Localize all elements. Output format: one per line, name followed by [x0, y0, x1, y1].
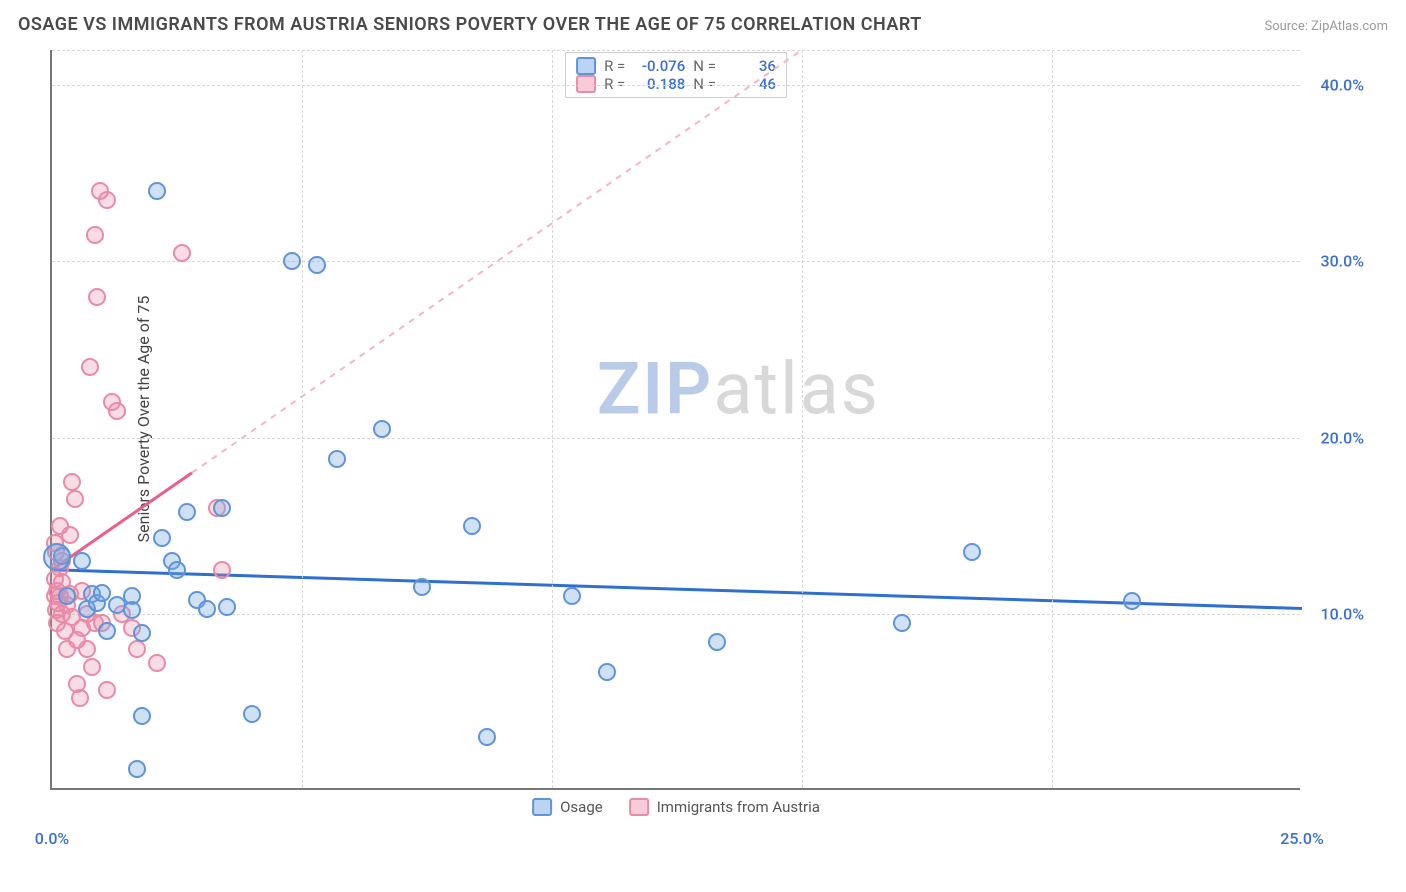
- legend-label-austria: Immigrants from Austria: [657, 798, 820, 816]
- gridline-h: [52, 50, 1300, 51]
- y-tick-label: 40.0%: [1320, 76, 1364, 95]
- scatter-point-osage: [963, 543, 981, 561]
- scatter-point-osage: [463, 517, 481, 535]
- legend-swatch-austria: [576, 75, 596, 93]
- scatter-point-osage: [1123, 592, 1141, 610]
- legend-swatch-osage: [532, 798, 552, 816]
- gridline-v: [1052, 50, 1053, 788]
- y-tick-label: 20.0%: [1320, 428, 1364, 447]
- scatter-point-osage: [478, 728, 496, 746]
- gridline-h: [52, 438, 1300, 439]
- y-tick-label: 10.0%: [1320, 604, 1364, 623]
- scatter-point-austria: [83, 658, 101, 676]
- x-tick-label: 25.0%: [1280, 829, 1324, 848]
- scatter-point-osage: [328, 450, 346, 468]
- scatter-point-osage: [178, 503, 196, 521]
- scatter-point-osage: [58, 587, 76, 605]
- scatter-point-austria: [213, 561, 231, 579]
- r-label: R =: [604, 75, 625, 93]
- scatter-point-austria: [128, 640, 146, 658]
- gridline-v: [302, 50, 303, 788]
- y-axis-title: Seniors Poverty Over the Age of 75: [134, 296, 153, 543]
- watermark-rest: atlas: [713, 347, 880, 432]
- scatter-point-osage: [218, 598, 236, 616]
- scatter-point-osage: [198, 600, 216, 618]
- n-value-austria: 46: [724, 75, 776, 93]
- series-legend-item: Immigrants from Austria: [629, 798, 820, 816]
- scatter-point-osage: [128, 760, 146, 778]
- watermark-brand: ZIP: [597, 347, 713, 432]
- scatter-point-osage: [243, 705, 261, 723]
- scatter-point-highlight: [43, 543, 71, 571]
- gridline-v: [802, 50, 803, 788]
- scatter-point-austria: [81, 358, 99, 376]
- series-legend-item: Osage: [532, 798, 603, 816]
- scatter-point-austria: [88, 288, 106, 306]
- scatter-point-osage: [283, 252, 301, 270]
- n-label: N =: [693, 75, 716, 93]
- scatter-point-austria: [63, 473, 81, 491]
- scatter-point-osage: [598, 663, 616, 681]
- scatter-point-austria: [71, 689, 89, 707]
- scatter-point-osage: [133, 624, 151, 642]
- r-label: R =: [604, 57, 625, 75]
- scatter-point-osage: [373, 420, 391, 438]
- scatter-point-austria: [173, 244, 191, 262]
- scatter-point-osage: [73, 552, 91, 570]
- scatter-point-osage: [213, 499, 231, 517]
- series-legend: Osage Immigrants from Austria: [532, 798, 820, 816]
- scatter-point-osage: [98, 622, 116, 640]
- x-tick-label: 0.0%: [35, 829, 69, 848]
- scatter-point-osage: [153, 529, 171, 547]
- scatter-point-osage: [708, 633, 726, 651]
- gridline-h: [52, 614, 1300, 615]
- scatter-point-austria: [108, 402, 126, 420]
- scatter-point-osage: [148, 182, 166, 200]
- scatter-point-austria: [86, 226, 104, 244]
- scatter-point-austria: [61, 526, 79, 544]
- legend-label-osage: Osage: [560, 798, 603, 816]
- scatter-point-osage: [308, 256, 326, 274]
- r-value-osage: -0.076: [633, 57, 685, 75]
- correlation-legend: R = -0.076 N = 36 R = 0.188 N = 46: [565, 52, 787, 98]
- plot-area: Seniors Poverty Over the Age of 75 ZIPat…: [50, 50, 1300, 790]
- n-label: N =: [693, 57, 716, 75]
- scatter-point-austria: [98, 681, 116, 699]
- scatter-point-austria: [148, 654, 166, 672]
- y-tick-label: 30.0%: [1320, 252, 1364, 271]
- gridline-v: [552, 50, 553, 788]
- scatter-point-osage: [893, 614, 911, 632]
- n-value-osage: 36: [724, 57, 776, 75]
- gridline-h: [52, 261, 1300, 262]
- scatter-point-osage: [168, 561, 186, 579]
- trend-line: [52, 570, 1302, 609]
- correlation-legend-row: R = -0.076 N = 36: [576, 57, 776, 75]
- legend-swatch-osage: [576, 57, 596, 75]
- watermark: ZIPatlas: [597, 347, 880, 432]
- scatter-point-austria: [98, 191, 116, 209]
- chart-title: OSAGE VS IMMIGRANTS FROM AUSTRIA SENIORS…: [18, 14, 922, 35]
- gridline-h: [52, 85, 1300, 86]
- scatter-point-austria: [66, 490, 84, 508]
- correlation-legend-row: R = 0.188 N = 46: [576, 75, 776, 93]
- chart-source: Source: ZipAtlas.com: [1264, 19, 1388, 34]
- trend-lines: [52, 50, 1302, 790]
- scatter-point-osage: [563, 587, 581, 605]
- chart-header: OSAGE VS IMMIGRANTS FROM AUSTRIA SENIORS…: [0, 0, 1406, 41]
- scatter-point-osage: [123, 601, 141, 619]
- scatter-point-osage: [133, 707, 151, 725]
- legend-swatch-austria: [629, 798, 649, 816]
- scatter-point-austria: [78, 640, 96, 658]
- plot-wrap: Seniors Poverty Over the Age of 75 ZIPat…: [50, 50, 1390, 830]
- r-value-austria: 0.188: [633, 75, 685, 93]
- scatter-point-osage: [93, 584, 111, 602]
- scatter-point-osage: [413, 578, 431, 596]
